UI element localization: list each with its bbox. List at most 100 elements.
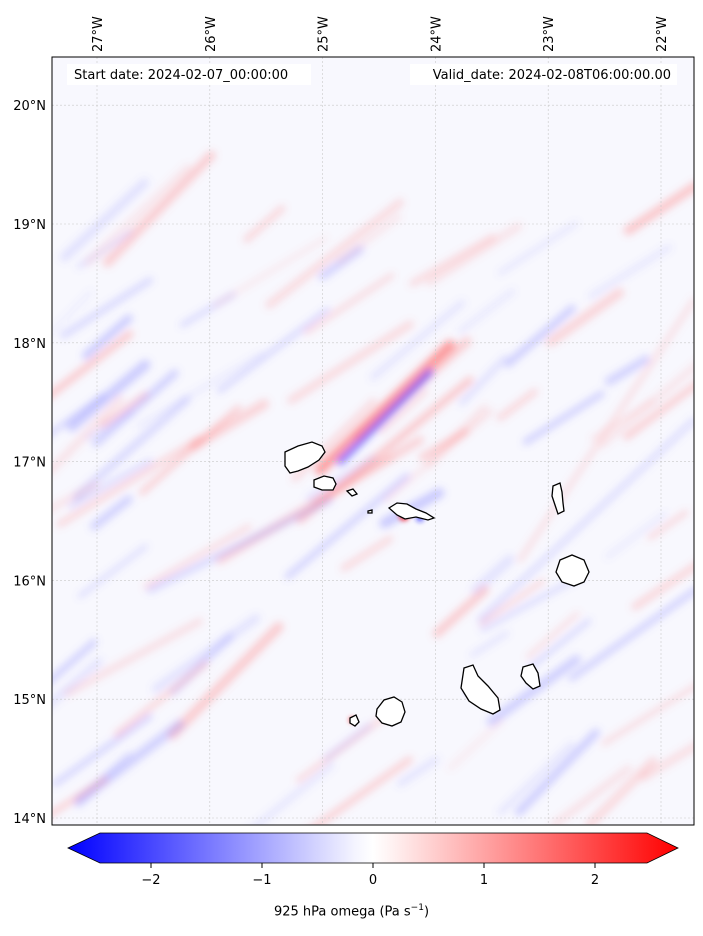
omega-streak	[425, 404, 489, 468]
omega-streak	[605, 511, 667, 559]
omega-streak	[458, 355, 509, 406]
colorbar-label: 925 hPa omega (Pa s−1)	[0, 903, 703, 919]
colorbar-label-exponent: −1	[410, 903, 424, 913]
omega-streak	[82, 314, 133, 360]
omega-streak	[52, 776, 108, 816]
omega-streak	[213, 236, 328, 307]
omega-streak	[527, 618, 591, 671]
omega-streak	[470, 554, 515, 595]
island-sao-vicente	[313, 475, 337, 491]
omega-streak	[84, 163, 192, 266]
omega-streak	[526, 611, 580, 659]
island-santo-antao	[284, 441, 326, 474]
coastlines	[284, 441, 590, 727]
omega-streak	[64, 617, 204, 697]
lat-tick-label: 16°N	[13, 574, 46, 589]
omega-streak	[90, 495, 133, 531]
omega-streak	[68, 458, 153, 509]
omega-streak	[623, 181, 694, 236]
map-background	[52, 57, 694, 825]
valid-date-label: Valid_date: 2024-02-08T06:00:00.00	[433, 68, 671, 83]
lat-tick-label: 17°N	[13, 456, 46, 471]
omega-streak	[60, 277, 153, 339]
map-frame	[51, 56, 695, 826]
omega-streak	[287, 320, 414, 405]
island-sao-nicolau	[387, 502, 436, 521]
omega-streak	[396, 756, 440, 788]
omega-streak	[303, 273, 395, 335]
omega-streak	[587, 244, 673, 300]
omega-streak	[486, 655, 582, 727]
lon-tick-label: 24°W	[429, 16, 444, 52]
omega-band	[315, 340, 455, 475]
valid-date-box	[410, 64, 677, 85]
start-date-label: Start date: 2024-02-07_00:00:00	[74, 68, 288, 83]
omega-streak	[647, 509, 689, 540]
longitude-tick-labels: 27°W 26°W 25°W 24°W 23°W 22°W	[91, 16, 670, 52]
island-boa-vista	[555, 554, 590, 587]
omega-streak	[52, 395, 125, 475]
omega-streak	[479, 579, 545, 625]
omega-streak	[52, 657, 104, 708]
omega-streak	[143, 524, 252, 589]
omega-streak	[448, 718, 504, 771]
lon-tick-label: 23°W	[542, 16, 557, 52]
omega-streak	[425, 222, 523, 287]
lat-tick-label: 14°N	[13, 812, 46, 827]
omega-streak	[522, 390, 605, 445]
omega-streak	[457, 288, 516, 334]
map-panel: Start date: 2024-02-07_00:00:00 Valid_da…	[51, 56, 695, 826]
omega-streak	[496, 388, 538, 421]
omega-streak	[545, 288, 625, 347]
colorbar-tick-label: −2	[141, 873, 160, 888]
omega-streak	[601, 683, 694, 746]
omega-streak	[432, 585, 490, 638]
omega-streak	[52, 713, 153, 787]
omega-streak	[623, 382, 694, 440]
omega-streak	[217, 307, 330, 394]
omega-streak	[139, 405, 242, 496]
omega-streak	[312, 756, 413, 825]
omega-band	[517, 297, 694, 563]
omega-streak	[102, 150, 216, 267]
lon-tick-label: 25°W	[317, 16, 332, 52]
omega-streak	[598, 362, 694, 449]
omega-streak	[631, 562, 694, 611]
omega-streak	[100, 391, 149, 428]
map-gridlines	[52, 57, 694, 825]
omega-streak	[52, 393, 106, 435]
colorbar-tick-label: 0	[369, 873, 377, 888]
island-maio	[520, 663, 541, 690]
island-santa-luzia	[345, 488, 359, 497]
omega-streak	[72, 396, 191, 501]
omega-streak	[504, 304, 576, 368]
omega-streak	[52, 290, 93, 335]
lon-tick-label: 26°W	[204, 16, 219, 52]
omega-streak	[378, 388, 429, 434]
island-brava	[349, 714, 360, 727]
colorbar-ticks: −2 −1 0 1 2	[141, 863, 599, 888]
lon-tick-label: 27°W	[91, 16, 106, 52]
omega-streak	[323, 722, 373, 762]
omega-streak	[550, 764, 633, 825]
omega-streak	[515, 728, 600, 816]
omega-streak	[265, 198, 405, 309]
lat-tick-label: 15°N	[13, 693, 46, 708]
colorbar-label-suffix: )	[423, 904, 430, 920]
omega-streak	[136, 351, 264, 429]
omega-streak	[66, 359, 151, 432]
start-date-box	[67, 64, 311, 85]
omega-streak	[252, 761, 335, 825]
omega-field	[52, 150, 694, 825]
omega-streak	[56, 435, 203, 528]
omega-streak	[59, 178, 150, 262]
omega-streak	[639, 742, 694, 782]
omega-streak	[568, 587, 694, 682]
colorbar-body	[67, 832, 679, 864]
omega-streak	[497, 741, 575, 816]
omega-streak	[78, 544, 148, 599]
omega-streak	[604, 355, 650, 386]
omega-streak	[52, 330, 134, 398]
latitude-tick-labels: 20°N 19°N 18°N 17°N 16°N 15°N 14°N	[13, 99, 46, 827]
